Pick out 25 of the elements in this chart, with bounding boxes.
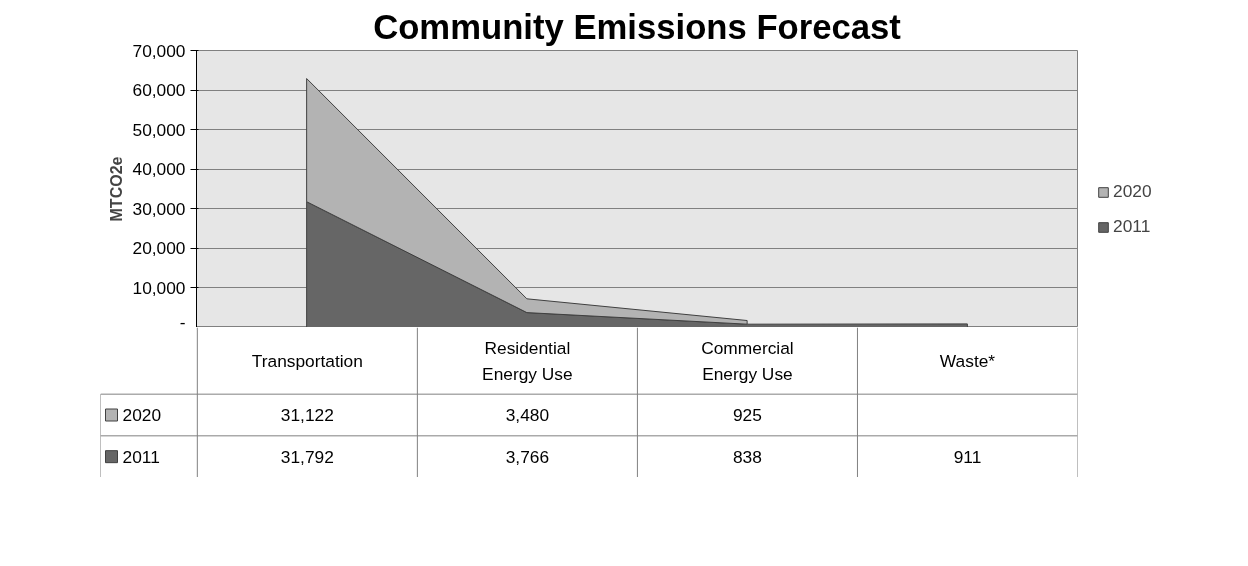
x-tick-label: Transportation	[251, 350, 363, 371]
data-label: 3,480	[505, 405, 550, 425]
chart-title: Community Emissions Forecast	[373, 7, 902, 46]
text: 2020	[1113, 181, 1152, 201]
data-label: 838	[732, 446, 762, 467]
y-tick-label: 10,000	[132, 277, 186, 298]
legend-label: 2020	[122, 405, 162, 425]
y-tick-label: -	[179, 311, 186, 332]
data-label: 31,792	[280, 446, 334, 467]
y-tick-label: 60,000	[132, 80, 186, 101]
data-label: 3,766	[505, 446, 550, 467]
data-label: 31,122	[280, 405, 334, 425]
data-label: 911	[953, 446, 982, 467]
data-label: 925	[732, 405, 762, 425]
y-axis-title: MTCO2e	[107, 156, 125, 222]
y-tick-label: 70,000	[132, 40, 186, 61]
x-tick-label: Residential Energy Use	[482, 337, 573, 384]
y-tick-label: 30,000	[132, 198, 186, 219]
y-tick-label: 50,000	[132, 119, 186, 140]
text: 2011	[122, 446, 160, 467]
x-tick-label: Waste*	[939, 350, 996, 371]
legend-label: 2011	[1113, 216, 1151, 237]
y-tick-label: 40,000	[132, 159, 186, 180]
x-tick-label: Commercial Energy Use	[701, 337, 794, 384]
y-tick-label: 20,000	[132, 238, 186, 259]
